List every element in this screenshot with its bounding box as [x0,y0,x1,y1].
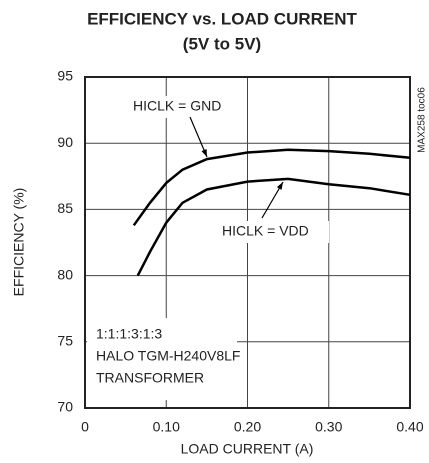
annotation: HALO TGM-H240V8LF [96,348,240,364]
annotation: TRANSFORMER [96,370,204,386]
x-tick-label: 0.40 [396,419,423,435]
line-series [136,177,411,277]
arrow-head [276,182,283,190]
x-tick-label: 0 [81,419,89,435]
series-label: HICLK = VDD [222,223,309,239]
y-axis-label: EFFICIENCY (%) [11,188,27,297]
annotation: 1:1:1:3:1:3 [96,326,162,342]
annotation-bg [87,318,237,400]
y-tick-label: 70 [57,399,73,415]
series-label-bg [130,96,240,118]
x-tick-label: 0.30 [315,419,342,435]
y-tick-label: 85 [57,200,73,216]
chart-title: EFFICIENCY vs. LOAD CURRENT [87,9,357,28]
x-axis-label: LOAD CURRENT (A) [181,441,314,457]
y-tick-label: 90 [57,134,73,150]
y-tick-label: 80 [57,266,73,282]
y-tick-label: 95 [57,68,73,84]
plot-frame [84,76,411,409]
y-tick-label: 75 [57,333,73,349]
arrow-head [201,149,207,157]
x-tick-label: 0.10 [153,419,180,435]
series-label: HICLK = GND [133,98,221,114]
line-series [132,148,411,227]
series-label-bg [219,221,329,243]
chart-subtitle: (5V to 5V) [183,34,261,53]
figure-id: MAX258 toc06 [417,87,428,153]
x-tick-label: 0.20 [234,419,261,435]
